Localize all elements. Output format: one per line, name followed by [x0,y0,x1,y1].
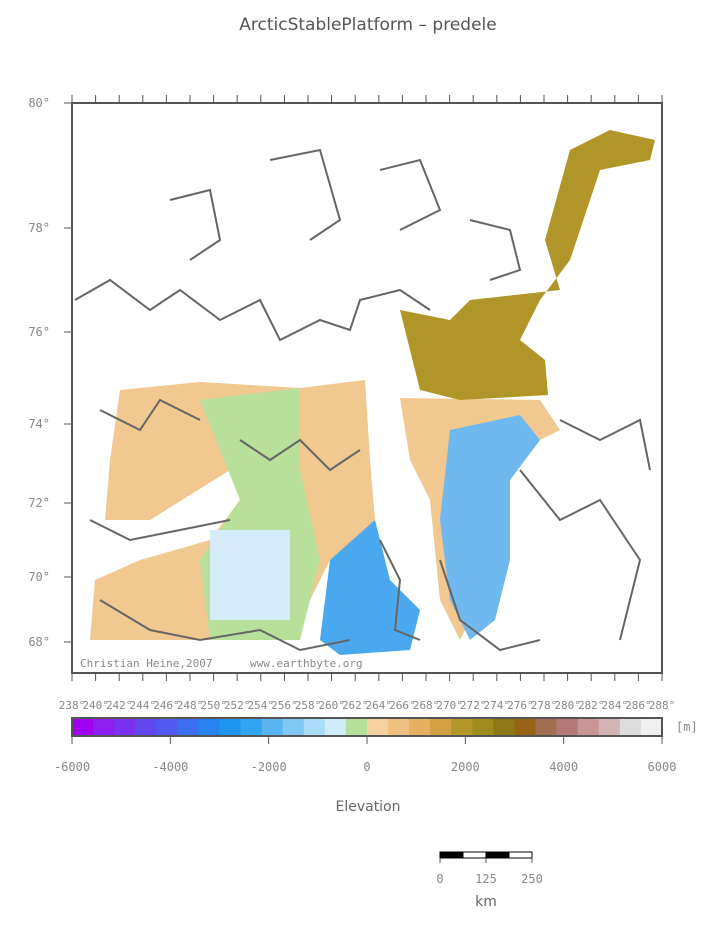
lon-label: 262° [342,699,369,712]
lon-label: 274° [484,699,511,712]
colorbar-swatch [388,718,410,736]
lat-label: 68° [28,635,50,649]
lat-label: 78° [28,221,50,235]
credit: Christian Heine,2007 [80,657,212,670]
colorbar-swatch [156,718,178,736]
lat-labels: 80° 78° 76° 74° 72° 70° 68° [28,96,72,649]
colorbar-tick-label: 2000 [451,760,480,774]
lat-label: 74° [28,417,50,431]
colorbar-swatch [303,718,326,736]
scale-segment [485,851,510,859]
colorbar-swatch [324,718,347,736]
scale-bar: 0 125 250 [436,851,543,886]
lon-labels: 238°240°242°244°246°248°250°252°254°256°… [59,95,676,712]
lon-label: 260° [318,699,345,712]
lon-label: 254° [248,699,275,712]
colorbar-swatch [493,718,515,736]
lon-label: 282° [578,699,605,712]
colorbar-tick-label: -2000 [251,760,287,774]
lon-label: 268° [413,699,440,712]
lon-label: 278° [531,699,558,712]
region-blue-east [440,415,540,640]
colorbar-tick-label: 6000 [648,760,677,774]
lon-label: 286° [625,699,652,712]
colorbar-label: Elevation [335,799,400,815]
scale-tick-label: 0 [436,872,443,886]
lon-label: 244° [130,699,157,712]
title: ArcticStablePlatform – predele [239,15,496,35]
colorbar-swatch [72,718,94,736]
lat-label: 80° [28,96,50,110]
lon-label: 258° [295,699,322,712]
colorbar-swatch [640,718,663,736]
colorbar-swatch [619,718,642,736]
colorbar-swatch [367,718,389,736]
lon-label: 288° [649,699,676,712]
credit: www.earthbyte.org [250,657,363,670]
colorbar-swatch [198,718,220,736]
colorbar-swatch [219,718,242,736]
colorbar-swatch [598,718,621,736]
lon-label: 270° [436,699,463,712]
lon-label: 246° [153,699,180,712]
colorbar-swatch [240,718,263,736]
colorbar-swatch [577,718,600,736]
colorbar: -6000 -4000 -2000 0 2000 4000 6000 [54,717,677,774]
colorbar-swatch [135,718,157,736]
colorbar-swatch [535,718,558,736]
colorbar-swatch [451,718,473,736]
lat-label: 70° [28,570,50,584]
lon-label: 264° [366,699,393,712]
lon-label: 250° [200,699,227,712]
lon-label: 256° [271,699,298,712]
colorbar-swatch [93,718,115,736]
map-body: Christian Heine,2007 www.earthbyte.org [71,102,663,674]
colorbar-swatch [261,718,284,736]
colorbar-swatch [345,718,368,736]
lon-label: 238° [59,699,86,712]
lon-label: 242° [106,699,133,712]
colorbar-swatch [282,718,305,736]
lat-label: 76° [28,325,50,339]
lat-label: 72° [28,496,50,510]
colorbar-swatch [514,718,537,736]
region-olive [400,130,655,400]
scale-tick-label: 125 [475,872,497,886]
colorbar-tick-label: 0 [363,760,370,774]
colorbar-unit: [m] [676,720,698,734]
lon-label: 240° [82,699,109,712]
scale-segment [439,851,464,859]
colorbar-tick-label: -4000 [152,760,188,774]
lon-label: 284° [602,699,629,712]
colorbar-tick-label: -6000 [54,760,90,774]
colorbar-swatch [409,718,431,736]
colorbar-swatch [430,718,452,736]
lon-label: 248° [177,699,204,712]
lon-label: 252° [224,699,251,712]
lon-label: 266° [389,699,416,712]
colorbar-tick-label: 4000 [549,760,578,774]
region-lightblue [210,530,290,620]
colorbar-swatch [177,718,199,736]
scale-segment [508,851,533,859]
scale-segment [462,851,487,859]
colorbar-swatch [556,718,579,736]
lon-label: 272° [460,699,487,712]
colorbar-swatch [114,718,136,736]
scale-unit: km [475,894,497,910]
colorbar-swatch [472,718,494,736]
lon-label: 276° [507,699,534,712]
map-frame [71,102,663,674]
lon-label: 280° [554,699,581,712]
scale-tick-label: 250 [521,872,543,886]
